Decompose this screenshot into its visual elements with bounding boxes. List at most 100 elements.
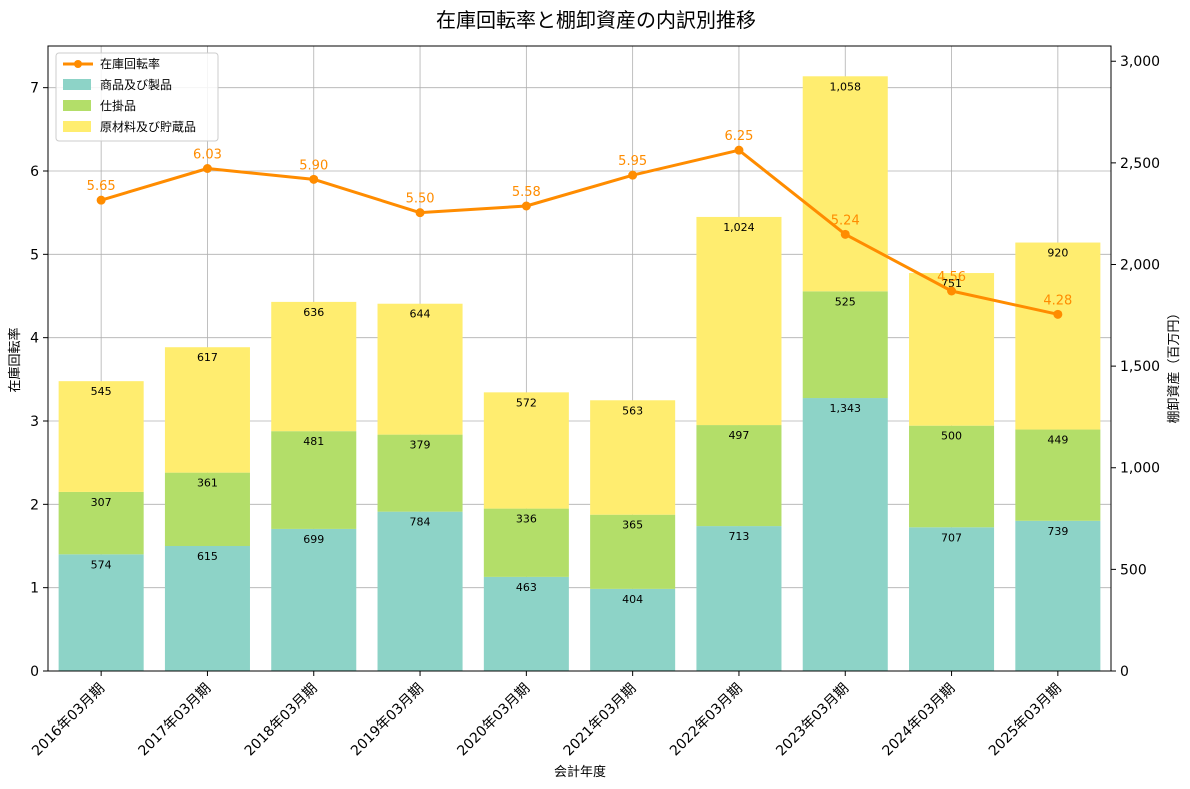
right-axis-tick-label: 0: [1120, 664, 1129, 680]
right-axis-tick-label: 3,000: [1120, 54, 1160, 70]
legend-swatch-products: [63, 79, 91, 90]
legend-label-materials: 原材料及び貯蔵品: [100, 120, 196, 134]
bar-labels: 574 307 545 615 361 617 699 481 636 784 379 644 463 3…: [91, 80, 1069, 606]
bar-segment: [1015, 520, 1101, 671]
legend: 在庫回転率 商品及び製品 仕掛品 原材料及び貯蔵品: [55, 52, 219, 142]
bar-segment: [271, 301, 357, 432]
legend-label-turnover: 在庫回転率: [100, 56, 160, 71]
left-axis-tick-label: 1: [30, 581, 39, 597]
bar-segment: [590, 514, 676, 589]
bar-value-label: 500: [941, 430, 962, 443]
right-axis-tick-label: 2,000: [1120, 257, 1160, 273]
turnover-point: [840, 229, 850, 239]
bar-value-label: 307: [91, 496, 112, 509]
turnover-point: [96, 195, 106, 205]
bar-value-label: 525: [835, 295, 856, 308]
bar-value-label: 481: [303, 435, 324, 448]
bar-value-label: 644: [410, 308, 431, 321]
bar-segment: [377, 303, 463, 435]
bar-segment: [909, 425, 995, 528]
turnover-point: [309, 174, 319, 184]
right-axis-tick-label: 1,000: [1120, 461, 1160, 477]
bar-value-label: 449: [1047, 434, 1068, 447]
bar-value-label: 784: [410, 516, 431, 529]
turnover-line: [100, 148, 1059, 316]
bar-segment: [909, 273, 995, 426]
bar-value-label: 713: [728, 530, 749, 543]
bar-value-label: 572: [516, 396, 537, 409]
line-layer: 5.65 6.03 5.90 5.50 5.58 5.95 6.25 5.24 4.56 4.28: [87, 129, 1072, 319]
bar-segment: [377, 434, 463, 512]
bar-value-label: 1,024: [723, 221, 755, 234]
left-axis-tick-label: 6: [30, 164, 39, 180]
turnover-value-label: 6.03: [193, 148, 222, 163]
turnover-point: [734, 145, 744, 155]
bar-value-label: 404: [622, 593, 643, 606]
bar-segment: [377, 511, 463, 671]
bar-value-label: 463: [516, 581, 537, 594]
bar-value-label: 336: [516, 513, 537, 526]
turnover-value-label: 6.25: [724, 129, 753, 144]
bar-segment: [590, 588, 676, 671]
turnover-value-label: 5.50: [406, 192, 435, 207]
bar-segment: [58, 381, 144, 492]
turnover-value-label: 5.58: [512, 185, 541, 200]
turnover-value-label: 5.90: [299, 158, 328, 173]
bar-value-label: 361: [197, 477, 218, 490]
turnover-point: [415, 208, 425, 218]
x-axis-tick-label: 2023年03月期: [773, 681, 852, 760]
bar-value-label: 617: [197, 351, 218, 364]
y-axis-right-title: 棚卸資産（百万円）: [1166, 306, 1182, 423]
legend-label-wip: 仕掛品: [100, 98, 136, 113]
x-axis-tick-label: 2020年03月期: [454, 681, 533, 760]
bar-segment: [802, 291, 888, 399]
turnover-point: [947, 286, 957, 296]
bar-segment: [58, 491, 144, 555]
bar-value-label: 563: [622, 404, 643, 417]
right-axis: 0 500 1,000 1,500 2,000 2,500 3,000: [1111, 54, 1160, 680]
bar-segment: [696, 216, 782, 426]
turnover-point: [521, 201, 531, 211]
bar-value-label: 497: [728, 429, 749, 442]
x-axis-tick-label: 2018年03月期: [242, 681, 321, 760]
bar-value-label: 574: [91, 558, 112, 571]
bar-segment: [696, 425, 782, 527]
x-axis-tick-label: 2019年03月期: [348, 681, 427, 760]
x-axis-tick-label: 2025年03月期: [986, 681, 1065, 760]
bar-value-label: 739: [1047, 525, 1068, 538]
legend-swatch-wip: [63, 100, 91, 111]
bar-segment: [271, 528, 357, 671]
left-axis-tick-label: 4: [30, 331, 39, 347]
bar-segment: [802, 76, 888, 292]
bar-segment: [58, 554, 144, 671]
left-axis-tick-label: 5: [30, 247, 39, 263]
right-axis-tick-label: 1,500: [1120, 359, 1160, 375]
turnover-value-label: 5.65: [87, 179, 116, 194]
x-axis-tick-label: 2016年03月期: [29, 681, 108, 760]
y-axis-left-title: 在庫回転率: [7, 327, 23, 392]
plot-frame: [47, 45, 1112, 672]
bar-segment: [696, 526, 782, 671]
turnover-value-label: 5.24: [831, 213, 860, 228]
bar-segment: [1015, 429, 1101, 521]
legend-swatch-materials: [63, 121, 91, 132]
right-axis-tick-label: 500: [1120, 562, 1147, 578]
bar-value-label: 1,058: [830, 80, 862, 93]
bar-value-label: 1,343: [830, 402, 862, 415]
turnover-value-label: 4.28: [1043, 293, 1072, 308]
x-axis-tick-label: 2021年03月期: [561, 681, 640, 760]
bar-segment: [909, 527, 995, 671]
bar-value-label: 615: [197, 550, 218, 563]
left-axis-tick-label: 0: [30, 664, 39, 680]
left-axis-tick-label: 3: [30, 414, 39, 430]
bar-segment: [483, 392, 569, 509]
bar-value-label: 707: [941, 531, 962, 544]
bar-segment: [164, 347, 250, 473]
bar-segment: [164, 546, 250, 671]
bar-segment: [164, 472, 250, 546]
turnover-value-label: 4.56: [937, 270, 966, 285]
x-axis-tick-label: 2024年03月期: [880, 681, 959, 760]
chart-title: 在庫回転率と棚卸資産の内訳別推移: [436, 8, 756, 32]
bar-value-label: 920: [1047, 247, 1068, 260]
